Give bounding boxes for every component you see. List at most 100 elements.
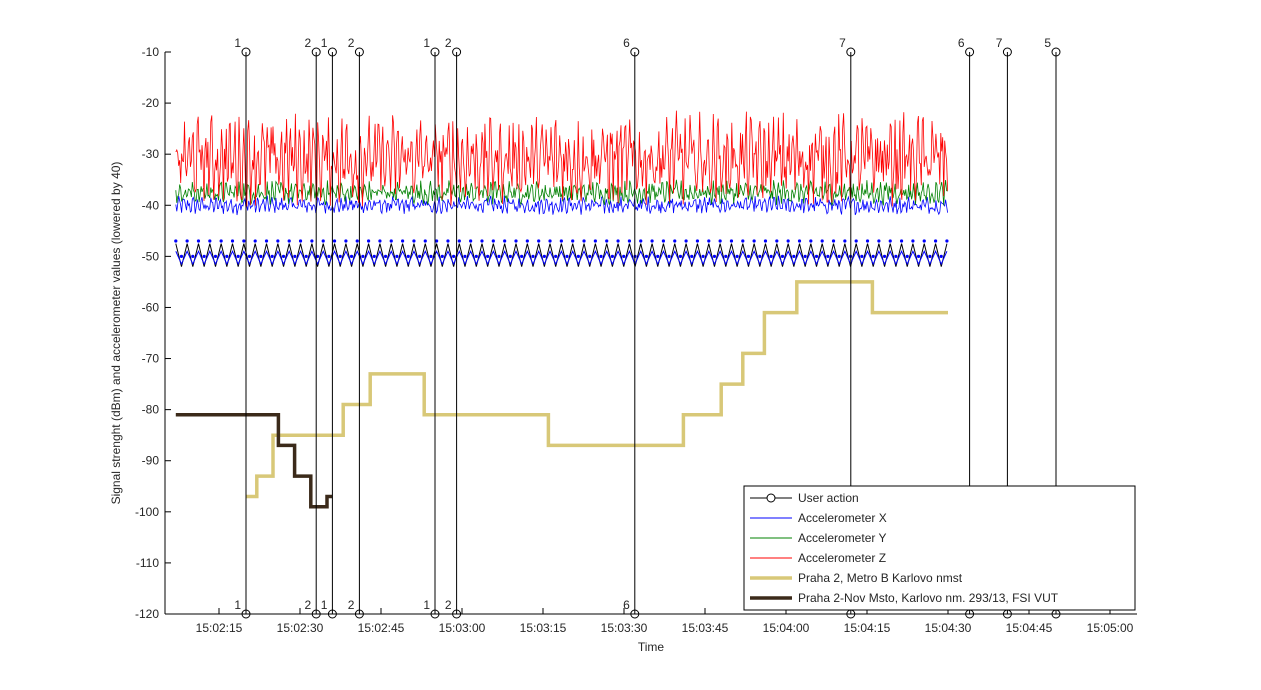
pattern-dot: [661, 239, 666, 243]
pattern-dot: [304, 254, 308, 258]
pattern-dot: [440, 254, 444, 258]
pattern-dot: [293, 254, 297, 258]
pattern-dot: [588, 254, 592, 258]
pattern-dot: [576, 254, 580, 258]
user-action-label-top: 2: [305, 36, 312, 50]
pattern-dot: [321, 239, 325, 243]
x-tick-label: 15:02:15: [196, 621, 243, 635]
pattern-dot: [469, 239, 473, 243]
pattern-dot: [627, 239, 632, 243]
pattern-dot: [531, 254, 535, 258]
pattern-dot: [406, 254, 410, 258]
pattern-dot: [474, 254, 478, 258]
pattern-dot: [837, 254, 841, 258]
pattern-dot: [571, 239, 575, 243]
pattern-dot: [741, 239, 745, 243]
pattern-dot: [718, 239, 722, 243]
y-tick-label: -110: [136, 556, 159, 570]
user-action-marker: 66: [623, 36, 640, 619]
user-action-circle-top: [354, 47, 364, 57]
pattern-dot: [707, 239, 711, 243]
pattern-dot: [899, 239, 904, 243]
pattern-zigzag: [175, 250, 948, 266]
pattern-dot: [491, 239, 495, 243]
x-tick-label: 15:03:00: [439, 621, 486, 635]
pattern-dot: [225, 254, 229, 258]
user-action-label-top: 7: [839, 36, 846, 50]
pattern-dot: [520, 254, 524, 258]
user-action-label-top: 7: [996, 36, 1003, 50]
pattern-row: [175, 250, 948, 266]
pattern-dot: [446, 239, 450, 243]
pattern-dot: [548, 239, 552, 243]
pattern-dot: [916, 254, 921, 258]
user-action-circle-top: [327, 47, 337, 57]
pattern-dot: [758, 254, 762, 258]
user-action-label-bottom: 2: [445, 598, 452, 612]
pattern-dot: [667, 254, 671, 258]
pattern-dot: [497, 254, 501, 258]
pattern-dot: [888, 239, 892, 243]
pattern-dot: [610, 254, 614, 258]
user-action-label-bottom: 1: [321, 598, 328, 612]
pattern-dot: [383, 254, 388, 258]
pattern-dot: [690, 254, 694, 258]
pattern-dot: [480, 239, 484, 243]
pattern-dot: [366, 239, 371, 243]
pattern-dot: [763, 239, 768, 243]
pattern-dot: [792, 254, 796, 258]
x-tick-label: 15:02:30: [277, 621, 324, 635]
axes-layer: -10 -20 -30 -40 -50 -60 -70 -80 -90 -100 -110 -120 1…: [135, 45, 1137, 635]
x-tick-label: 15:04:30: [925, 621, 972, 635]
legend-label: User action: [798, 491, 859, 505]
pattern-dot: [213, 254, 218, 258]
user-action-circle-top: [311, 47, 321, 57]
pattern-dot: [315, 254, 320, 258]
user-action-label-bottom: 6: [623, 598, 630, 612]
pattern-dot: [599, 254, 603, 258]
pattern-dot: [389, 239, 393, 243]
y-tick-label: -120: [135, 607, 159, 621]
pattern-dot: [486, 254, 490, 258]
pattern-row: [175, 243, 948, 267]
pattern-dot: [344, 239, 348, 243]
pattern-dot: [276, 239, 280, 243]
pattern-dot: [559, 239, 563, 243]
x-tick-label: 15:05:00: [1087, 621, 1134, 635]
legend: User action Accelerometer X Accelerometer …: [743, 485, 1136, 611]
pattern-dot: [775, 239, 779, 243]
user-action-label-bottom: 1: [234, 598, 241, 612]
legend-label: Accelerometer X: [798, 511, 887, 525]
pattern-dot: [418, 254, 422, 258]
pattern-dot: [803, 254, 807, 258]
pattern-dot: [298, 239, 303, 243]
user-action-label-top: 1: [423, 36, 430, 50]
user-action-label-bottom: 2: [305, 598, 312, 612]
pattern-dot: [230, 239, 235, 243]
user-action-circle-top: [846, 47, 856, 57]
y-tick-label: -30: [142, 147, 160, 161]
pattern-dot: [355, 239, 359, 243]
pattern-dot: [865, 239, 870, 243]
pattern-dot: [814, 254, 819, 258]
pattern-dot: [735, 254, 739, 258]
user-action-label-top: 5: [1044, 36, 1051, 50]
x-tick-label: 15:03:30: [601, 621, 648, 635]
pattern-dot: [537, 239, 541, 243]
user-action-marker: 11: [234, 36, 251, 619]
pattern-dot: [463, 254, 467, 258]
pattern-dot: [769, 254, 773, 258]
y-tick-label: -20: [142, 96, 160, 110]
pattern-zigzag: [175, 243, 948, 267]
legend-label: Accelerometer Y: [798, 531, 886, 545]
pattern-dot: [554, 254, 558, 258]
pattern-dot: [933, 239, 938, 243]
pattern-dot: [310, 239, 314, 243]
pattern-dot: [372, 254, 376, 258]
pattern-dot: [644, 254, 649, 258]
pattern-dot: [412, 239, 416, 243]
pattern-dot: [616, 239, 620, 243]
pattern-dot: [281, 254, 286, 258]
pattern-dot: [327, 254, 331, 258]
x-tick-label: 15:02:45: [358, 621, 405, 635]
